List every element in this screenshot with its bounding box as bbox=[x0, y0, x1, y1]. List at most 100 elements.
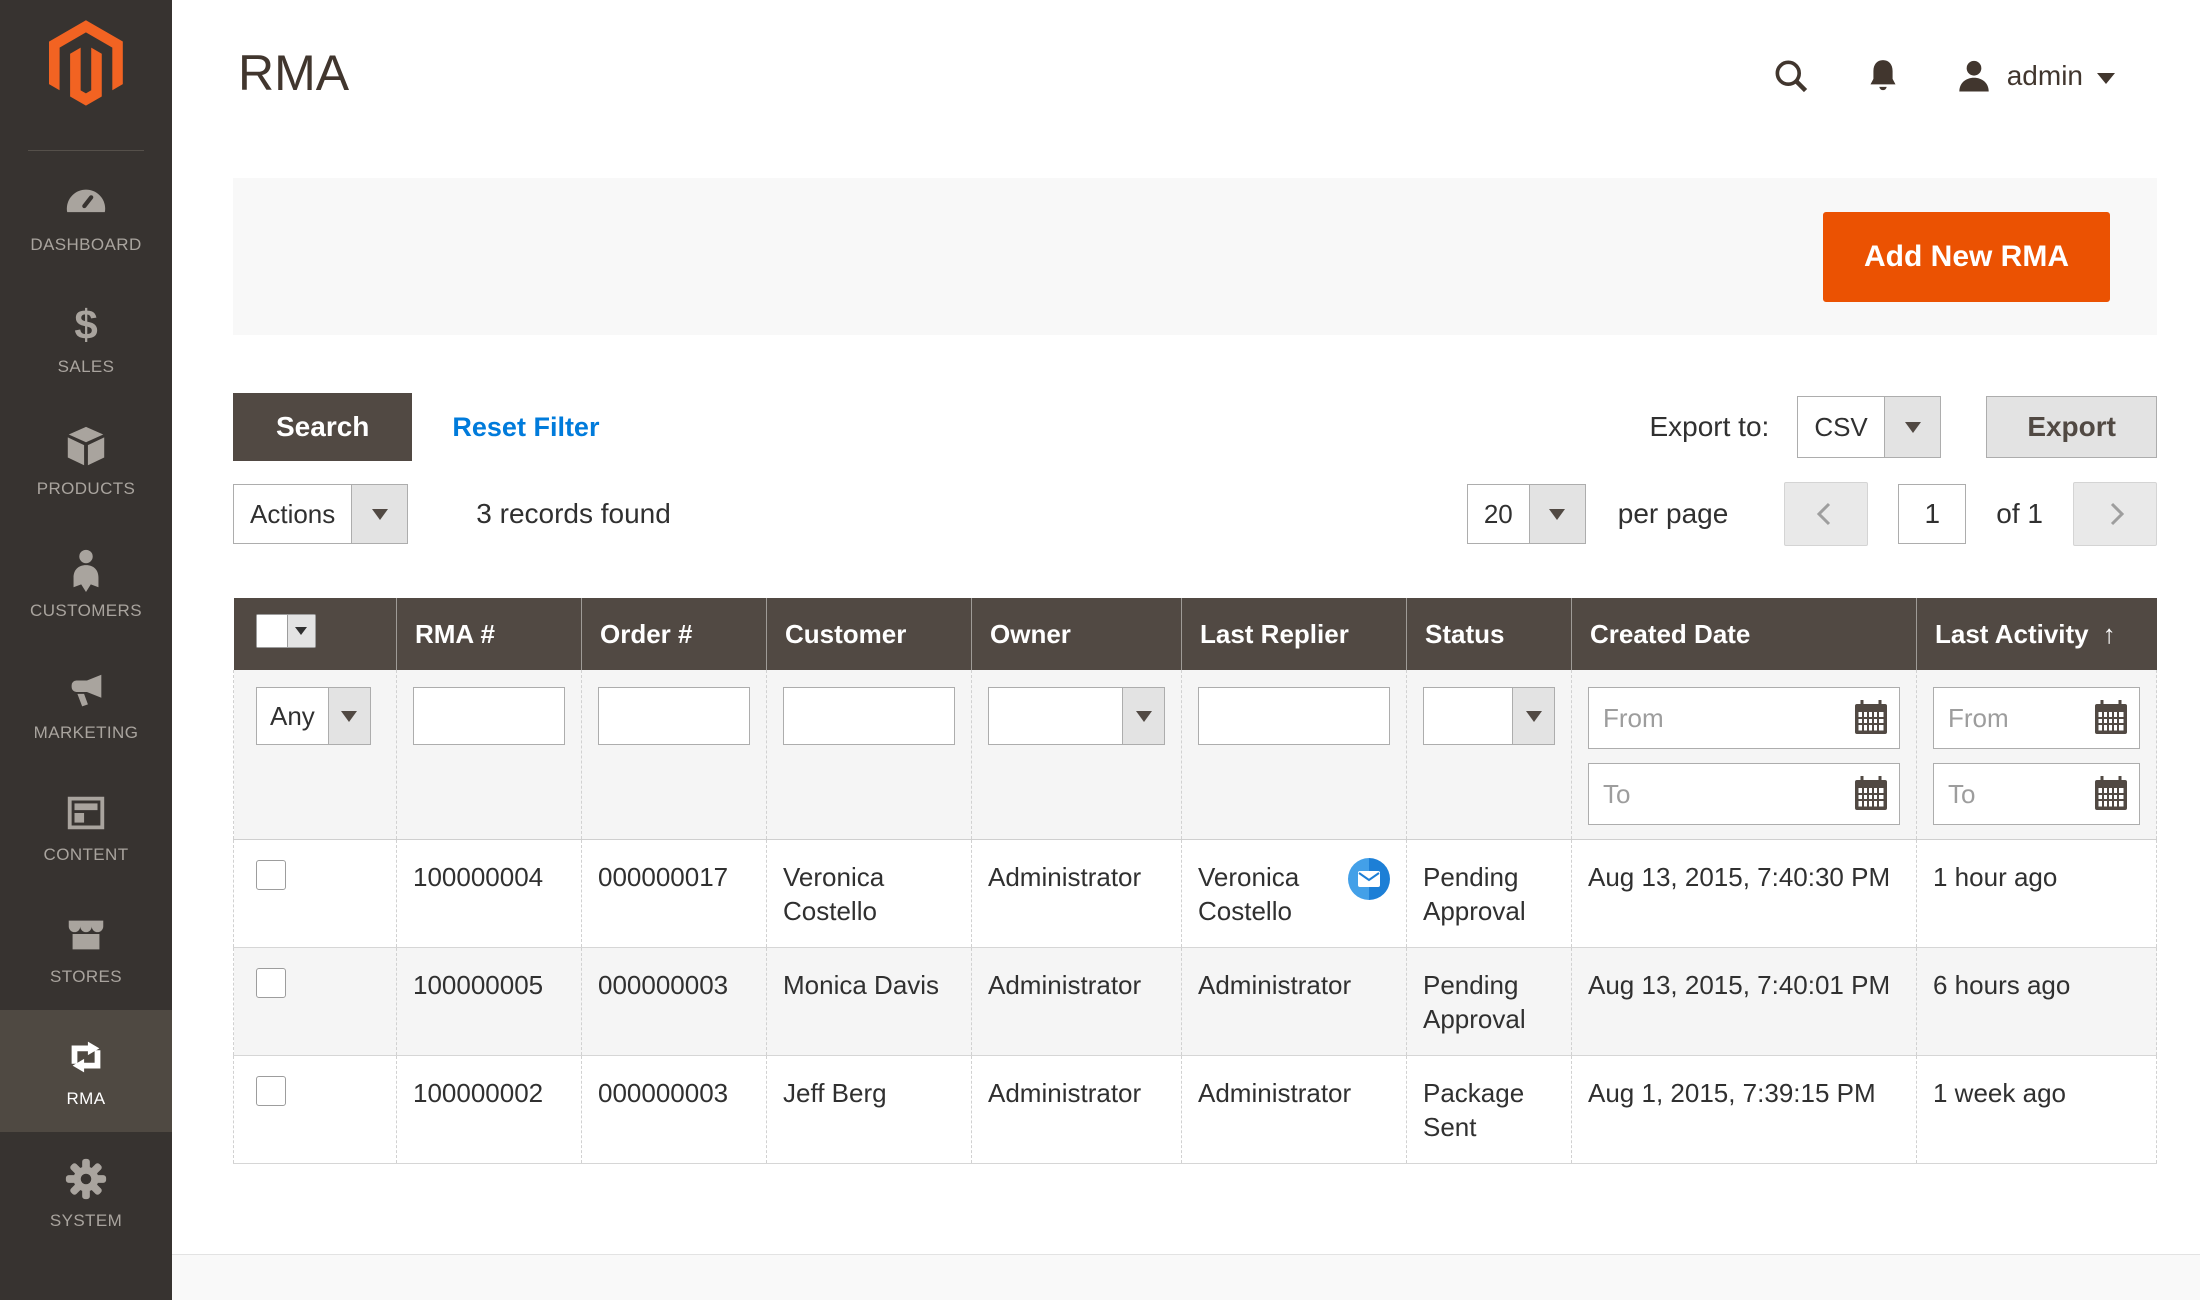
filter-order-number-input[interactable] bbox=[598, 687, 750, 745]
marketing-icon bbox=[63, 668, 109, 714]
grid-filter-row: Any bbox=[234, 670, 2157, 840]
grid-header-row: RMA # Order # Customer Owner Last Replie… bbox=[234, 598, 2157, 670]
select-all-filter[interactable]: Any bbox=[256, 687, 371, 745]
sidebar-item-products[interactable]: PRODUCTS bbox=[0, 400, 172, 522]
owner-cell: Administrator bbox=[972, 840, 1182, 948]
customers-icon bbox=[63, 546, 109, 592]
export-format-select[interactable]: CSV bbox=[1797, 396, 1941, 458]
row-select-cell bbox=[234, 1056, 397, 1164]
table-row[interactable]: 100000004 000000017 Veronica Costello Ad… bbox=[234, 840, 2157, 948]
export-format-value: CSV bbox=[1798, 397, 1884, 457]
sidebar-item-system[interactable]: SYSTEM bbox=[0, 1132, 172, 1254]
export-button[interactable]: Export bbox=[1986, 396, 2157, 458]
column-header-select bbox=[234, 598, 397, 670]
last-replier-cell: Administrator bbox=[1182, 1056, 1407, 1164]
per-page-select[interactable]: 20 bbox=[1467, 484, 1586, 544]
column-header-created-date[interactable]: Created Date bbox=[1572, 598, 1917, 670]
topbar-actions: admin bbox=[1771, 56, 2115, 96]
select-arrow bbox=[1884, 397, 1940, 457]
status-cell: Pending Approval bbox=[1407, 840, 1572, 948]
user-avatar-icon bbox=[1955, 57, 1993, 95]
topbar: RMA admin bbox=[172, 0, 2200, 178]
select-all-filter-value: Any bbox=[257, 688, 328, 744]
page-number-input[interactable] bbox=[1898, 484, 1966, 544]
next-page-button[interactable] bbox=[2073, 482, 2157, 546]
sidebar-item-label: DASHBOARD bbox=[30, 235, 141, 255]
sidebar-item-marketing[interactable]: MARKETING bbox=[0, 644, 172, 766]
column-header-rma-number[interactable]: RMA # bbox=[397, 598, 582, 670]
select-all-control[interactable] bbox=[256, 614, 316, 648]
column-header-customer[interactable]: Customer bbox=[767, 598, 972, 670]
column-label: Created Date bbox=[1590, 619, 1750, 649]
sidebar: DASHBOARD $ SALES PRODUCTS CUSTOMERS MA bbox=[0, 0, 172, 1300]
sidebar-item-sales[interactable]: $ SALES bbox=[0, 278, 172, 400]
magento-logo[interactable] bbox=[0, 0, 172, 106]
filter-activity-to bbox=[1933, 763, 2140, 825]
sidebar-item-rma[interactable]: RMA bbox=[0, 1010, 172, 1132]
calendar-icon[interactable] bbox=[2092, 699, 2130, 737]
admin-username: admin bbox=[2007, 60, 2083, 92]
filter-customer-input[interactable] bbox=[783, 687, 955, 745]
sidebar-item-label: PRODUCTS bbox=[37, 479, 136, 499]
sidebar-item-label: SALES bbox=[58, 357, 115, 377]
sidebar-item-label: CONTENT bbox=[44, 845, 129, 865]
caret-down-icon bbox=[341, 711, 357, 722]
stores-icon bbox=[63, 912, 109, 958]
notifications-button[interactable] bbox=[1863, 56, 1903, 96]
reset-filter-link[interactable]: Reset Filter bbox=[452, 412, 599, 443]
sidebar-item-stores[interactable]: STORES bbox=[0, 888, 172, 1010]
filter-cell bbox=[582, 670, 767, 840]
filter-owner-select[interactable] bbox=[988, 687, 1165, 745]
last-activity-cell: 6 hours ago bbox=[1917, 948, 2157, 1056]
actions-value: Actions bbox=[234, 485, 351, 543]
table-row[interactable]: 100000002 000000003 Jeff Berg Administra… bbox=[234, 1056, 2157, 1164]
sort-asc-icon: ↑ bbox=[2103, 619, 2116, 649]
sidebar-item-content[interactable]: CONTENT bbox=[0, 766, 172, 888]
sidebar-divider bbox=[28, 150, 144, 151]
select-all-checkbox[interactable] bbox=[257, 615, 287, 647]
status-cell: Pending Approval bbox=[1407, 948, 1572, 1056]
filter-cell bbox=[1572, 670, 1917, 840]
row-checkbox[interactable] bbox=[256, 860, 286, 890]
sidebar-item-dashboard[interactable]: DASHBOARD bbox=[0, 156, 172, 278]
owner-cell: Administrator bbox=[972, 948, 1182, 1056]
actions-select[interactable]: Actions bbox=[233, 484, 408, 544]
calendar-icon[interactable] bbox=[1852, 699, 1890, 737]
page-actions-band: Add New RMA bbox=[233, 178, 2157, 335]
column-label: Owner bbox=[990, 619, 1071, 649]
calendar-icon[interactable] bbox=[1852, 775, 1890, 813]
column-header-owner[interactable]: Owner bbox=[972, 598, 1182, 670]
previous-page-button[interactable] bbox=[1784, 482, 1868, 546]
column-header-last-replier[interactable]: Last Replier bbox=[1182, 598, 1407, 670]
column-header-status[interactable]: Status bbox=[1407, 598, 1572, 670]
filter-status-select[interactable] bbox=[1423, 687, 1555, 745]
calendar-icon[interactable] bbox=[2092, 775, 2130, 813]
unread-message-icon[interactable] bbox=[1348, 858, 1390, 900]
caret-down-icon bbox=[1526, 711, 1542, 722]
sidebar-item-label: CUSTOMERS bbox=[30, 601, 142, 621]
filter-last-replier-input[interactable] bbox=[1198, 687, 1390, 745]
filter-owner-value bbox=[989, 688, 1122, 744]
last-replier-cell: Veronica Costello bbox=[1182, 840, 1407, 948]
select-all-dropdown[interactable] bbox=[287, 615, 315, 647]
order-number-cell: 000000003 bbox=[582, 948, 767, 1056]
sidebar-item-customers[interactable]: CUSTOMERS bbox=[0, 522, 172, 644]
customer-cell: Monica Davis bbox=[767, 948, 972, 1056]
caret-down-icon bbox=[372, 509, 388, 520]
global-search-button[interactable] bbox=[1771, 56, 1811, 96]
column-header-order-number[interactable]: Order # bbox=[582, 598, 767, 670]
admin-account-menu[interactable]: admin bbox=[1955, 57, 2115, 95]
caret-down-icon bbox=[1905, 422, 1921, 433]
column-header-last-activity[interactable]: Last Activity↑ bbox=[1917, 598, 2157, 670]
add-new-rma-button[interactable]: Add New RMA bbox=[1823, 212, 2110, 302]
customer-cell: Jeff Berg bbox=[767, 1056, 972, 1164]
row-checkbox[interactable] bbox=[256, 1076, 286, 1106]
search-button[interactable]: Search bbox=[233, 393, 412, 461]
row-checkbox[interactable] bbox=[256, 968, 286, 998]
envelope-icon bbox=[1357, 869, 1381, 889]
filter-rma-number-input[interactable] bbox=[413, 687, 565, 745]
column-label: Last Replier bbox=[1200, 619, 1349, 649]
last-activity-cell: 1 week ago bbox=[1917, 1056, 2157, 1164]
table-row[interactable]: 100000005 000000003 Monica Davis Adminis… bbox=[234, 948, 2157, 1056]
search-icon bbox=[1771, 56, 1811, 96]
